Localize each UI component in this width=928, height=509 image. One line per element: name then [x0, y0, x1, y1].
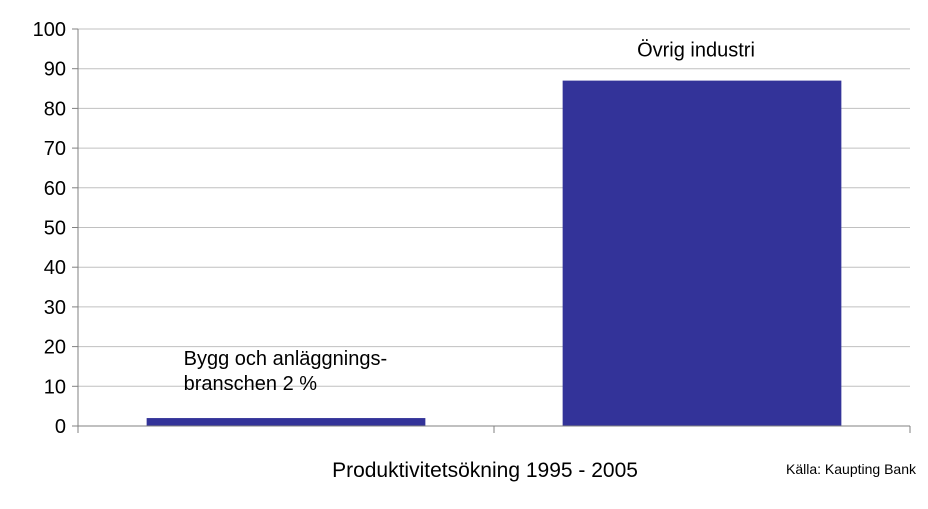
y-tick-label: 60 — [44, 178, 66, 200]
y-tick-label: 80 — [44, 98, 66, 120]
bar-labels: Bygg och anläggnings-branschen 2 % Övrig … — [184, 40, 755, 395]
y-tick-label: 90 — [44, 59, 66, 81]
y-tick-label: 40 — [44, 257, 66, 279]
y-tick-label: 10 — [44, 376, 66, 398]
bar — [146, 418, 426, 426]
bar-data-label: Övrig industri — [637, 40, 755, 62]
y-tick-label: 20 — [44, 337, 66, 359]
axes — [72, 29, 911, 433]
bar-data-label: Bygg och anläggnings- — [184, 348, 387, 370]
grid-lines — [78, 28, 910, 387]
y-tick-label: 50 — [44, 218, 66, 240]
source-note: Källa: Kaupting Bank — [786, 461, 917, 477]
x-axis-label: Produktivitetsökning 1995 - 2005 — [332, 459, 638, 482]
y-tick-label: 30 — [44, 297, 66, 319]
y-axis-ticks: 0 10 20 30 40 50 60 70 80 90 100 — [33, 19, 78, 438]
y-tick-label: 100 — [33, 19, 66, 41]
bar-data-label: branschen 2 % — [184, 373, 318, 395]
y-tick-label: 70 — [44, 138, 66, 160]
y-tick-label: 0 — [55, 416, 66, 438]
bars — [146, 80, 842, 427]
bar — [562, 80, 842, 427]
